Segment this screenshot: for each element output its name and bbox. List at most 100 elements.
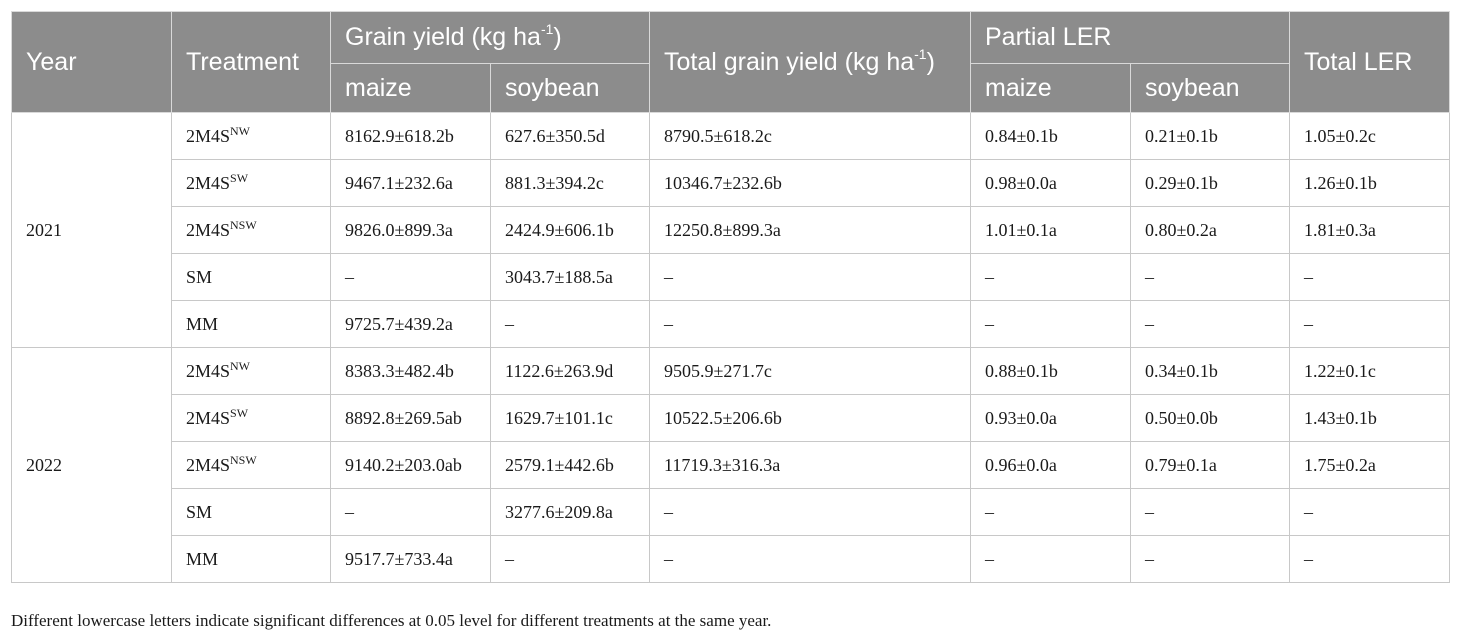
treatment-label: SM	[186, 266, 213, 287]
grain-yield-soybean-cell: 2579.1±442.6b	[490, 441, 650, 489]
header-grain-maize: maize	[330, 63, 491, 113]
grain-yield-maize-cell: 8383.3±482.4b	[330, 347, 491, 395]
total-ler-cell: 1.05±0.2c	[1289, 112, 1451, 160]
partial-ler-soybean-cell: 0.34±0.1b	[1129, 347, 1291, 395]
treatment-label: 2M4S	[186, 125, 231, 146]
header-partial-ler: Partial LER	[969, 11, 1291, 64]
treatment-superscript: SW	[230, 405, 249, 420]
year-cell: 2022	[11, 347, 172, 583]
treatment-cell: MM	[171, 535, 331, 583]
table-row: MM 9725.7±439.2a – – – – –	[12, 300, 1451, 348]
header-total-ler: Total LER	[1289, 11, 1451, 113]
grain-yield-soybean-cell: 1122.6±263.9d	[490, 347, 650, 395]
grain-yield-maize-cell: 8892.8±269.5ab	[330, 394, 491, 442]
partial-ler-maize-cell: 0.93±0.0a	[970, 394, 1131, 442]
treatment-label: MM	[186, 313, 219, 334]
total-ler-cell: 1.43±0.1b	[1289, 394, 1451, 442]
grain-yield-maize-cell: 9725.7±439.2a	[330, 300, 491, 348]
treatment-label: MM	[186, 548, 219, 569]
partial-ler-maize-cell: –	[970, 488, 1131, 536]
treatment-superscript: NSW	[230, 452, 257, 467]
total-grain-yield-cell: 10346.7±232.6b	[649, 159, 971, 207]
header-treatment: Treatment	[171, 11, 331, 113]
header-row-1: Year Treatment Grain yield (kg ha-1) Tot…	[11, 11, 1451, 113]
table-row: 2M4SSW 9467.1±232.6a 881.3±394.2c 10346.7±2…	[12, 159, 1451, 207]
header-grain-soybean: soybean	[490, 63, 650, 113]
grain-yield-soybean-cell: 627.6±350.5d	[490, 112, 650, 160]
treatment-cell: 2M4SNW	[171, 347, 331, 395]
treatment-label: 2M4S	[186, 454, 231, 475]
table-row: 2022 2M4SNW 8383.3±482.4b 1122.6±263.9d 9505…	[11, 347, 1451, 583]
total-grain-yield-cell: –	[649, 253, 971, 301]
partial-ler-maize-cell: 0.96±0.0a	[970, 441, 1131, 489]
treatment-cell: MM	[171, 300, 331, 348]
total-grain-yield-cell: 9505.9±271.7c	[649, 347, 971, 395]
treatment-cell: SM	[171, 488, 331, 536]
table-row: 2021 2M4SNW 8162.9±618.2b 627.6±350.5d 8790.…	[11, 112, 1451, 348]
partial-ler-soybean-cell: 0.50±0.0b	[1129, 394, 1291, 442]
total-grain-yield-cell: 11719.3±316.3a	[649, 441, 971, 489]
total-ler-cell: –	[1289, 535, 1451, 583]
header-grain-yield: Grain yield (kg ha-1)	[330, 11, 650, 64]
total-ler-cell: –	[1289, 488, 1451, 536]
table-row: MM 9517.7±733.4a – – – – –	[12, 535, 1451, 583]
grain-yield-maize-cell: 9467.1±232.6a	[330, 159, 491, 207]
partial-ler-soybean-cell: 0.80±0.2a	[1129, 206, 1291, 254]
grain-yield-soybean-cell: –	[490, 300, 650, 348]
partial-ler-maize-cell: 0.88±0.1b	[970, 347, 1131, 395]
grain-yield-soybean-cell: 881.3±394.2c	[490, 159, 650, 207]
partial-ler-soybean-cell: –	[1129, 253, 1291, 301]
grain-yield-soybean-cell: 3277.6±209.8a	[490, 488, 650, 536]
treatment-cell: 2M4SNSW	[171, 441, 331, 489]
partial-ler-soybean-cell: –	[1129, 488, 1291, 536]
results-table: Year Treatment Grain yield (kg ha-1) Tot…	[11, 11, 1451, 583]
table-row: 2M4SNSW 9140.2±203.0ab 2579.1±442.6b 11719.…	[12, 441, 1451, 489]
grain-yield-soybean-cell: 2424.9±606.1b	[490, 206, 650, 254]
treatment-cell: 2M4SNW	[171, 112, 331, 160]
grain-yield-maize-cell: –	[330, 488, 491, 536]
total-grain-yield-cell: 12250.8±899.3a	[649, 206, 971, 254]
total-grain-yield-cell: –	[649, 535, 971, 583]
total-ler-cell: 1.81±0.3a	[1289, 206, 1451, 254]
table-row: 2M4SSW 8892.8±269.5ab 1629.7±101.1c 10522.5…	[12, 394, 1451, 442]
treatment-cell: 2M4SNSW	[171, 206, 331, 254]
table-body: 2021 2M4SNW 8162.9±618.2b 627.6±350.5d 8790.…	[11, 112, 1451, 583]
header-total-grain-yield: Total grain yield (kg ha-1)	[649, 11, 971, 113]
table-row: SM –3043.7±188.5a – – – –	[12, 253, 1451, 301]
grain-yield-soybean-cell: 3043.7±188.5a	[490, 253, 650, 301]
treatment-label: 2M4S	[186, 219, 231, 240]
table-container: Year Treatment Grain yield (kg ha-1) Tot…	[11, 11, 1451, 630]
header-year: Year	[11, 11, 172, 113]
treatment-cell: SM	[171, 253, 331, 301]
partial-ler-maize-cell: –	[970, 300, 1131, 348]
partial-ler-maize-cell: 1.01±0.1a	[970, 206, 1131, 254]
partial-ler-soybean-cell: –	[1129, 300, 1291, 348]
partial-ler-maize-cell: –	[970, 535, 1131, 583]
treatment-label: 2M4S	[186, 360, 231, 381]
treatment-label: SM	[186, 501, 213, 522]
header-row-2: maize soybean maize soybean	[12, 63, 1450, 113]
partial-ler-maize-cell: –	[970, 253, 1131, 301]
treatment-label: 2M4S	[186, 172, 231, 193]
treatment-cell: 2M4SSW	[171, 394, 331, 442]
partial-ler-soybean-cell: 0.21±0.1b	[1129, 112, 1291, 160]
grain-yield-soybean-cell: 1629.7±101.1c	[490, 394, 650, 442]
total-ler-cell: 1.22±0.1c	[1289, 347, 1451, 395]
partial-ler-soybean-cell: –	[1129, 535, 1291, 583]
treatment-label: 2M4S	[186, 407, 231, 428]
grain-yield-maize-cell: 9140.2±203.0ab	[330, 441, 491, 489]
partial-ler-maize-cell: 0.98±0.0a	[970, 159, 1131, 207]
grain-yield-maize-cell: 9826.0±899.3a	[330, 206, 491, 254]
total-grain-yield-cell: –	[649, 300, 971, 348]
header-ler-soybean: soybean	[1129, 63, 1291, 113]
treatment-superscript: NW	[230, 123, 251, 138]
partial-ler-maize-cell: 0.84±0.1b	[970, 112, 1131, 160]
total-ler-cell: 1.75±0.2a	[1289, 441, 1451, 489]
total-grain-yield-cell: 10522.5±206.6b	[649, 394, 971, 442]
grain-yield-maize-cell: 9517.7±733.4a	[330, 535, 491, 583]
table-row: 2M4SNSW 9826.0±899.3a 2424.9±606.1b 12250.8…	[12, 206, 1451, 254]
grain-yield-maize-cell: 8162.9±618.2b	[330, 112, 491, 160]
grain-yield-maize-cell: –	[330, 253, 491, 301]
total-grain-yield-cell: –	[649, 488, 971, 536]
partial-ler-soybean-cell: 0.29±0.1b	[1129, 159, 1291, 207]
